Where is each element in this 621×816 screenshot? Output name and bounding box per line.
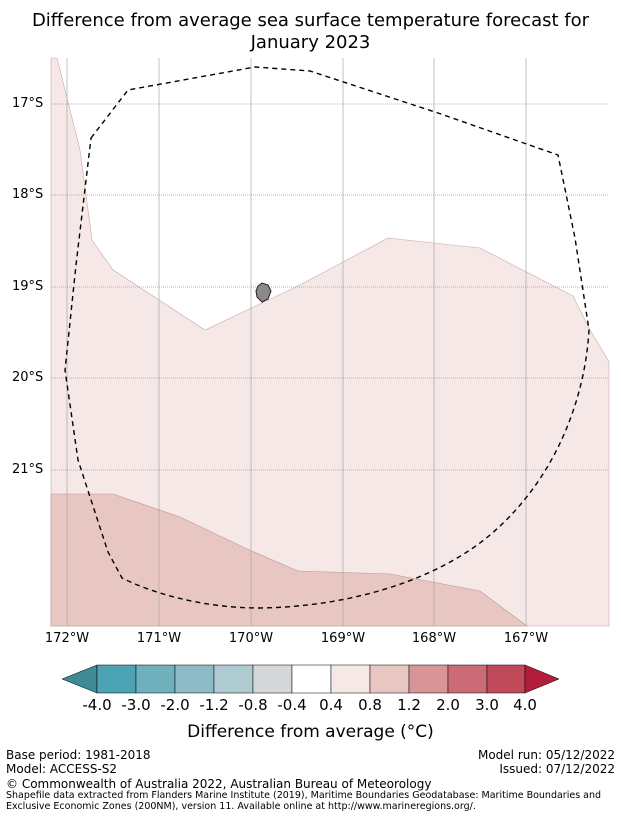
- lat-label: 17°S: [12, 96, 44, 111]
- lon-label: 172°W: [44, 631, 90, 646]
- shapefile-note-line-2: Exclusive Economic Zones (200NM), versio…: [6, 801, 476, 812]
- title-line-2: January 2023: [250, 32, 371, 53]
- map-title: Difference from average sea surface temp…: [0, 10, 621, 54]
- colorbar-tick-label: 3.0: [475, 696, 499, 714]
- lat-label: 21°S: [12, 462, 44, 477]
- colorbar-tick-label: 4.0: [513, 696, 537, 714]
- issued-date: Issued: 07/12/2022: [499, 762, 615, 776]
- colorbar-title: Difference from average (°C): [187, 722, 434, 742]
- colorbar-tick-label: 1.2: [397, 696, 421, 714]
- lon-label: 168°W: [411, 631, 457, 646]
- colorbar-tick-label: -4.0: [82, 696, 112, 714]
- island-shape: [255, 282, 272, 303]
- colorbar-tick-label: -0.8: [238, 696, 268, 714]
- colorbar-tick-label: -0.4: [277, 696, 307, 714]
- colorbar: [61, 664, 560, 694]
- colorbar-tick-label: 0.4: [319, 696, 343, 714]
- lon-label: 167°W: [503, 631, 549, 646]
- longitude-gridlines: [66, 58, 527, 626]
- anomaly-region-0.8-1.2: [50, 493, 528, 627]
- colorbar-tick-label: -1.2: [199, 696, 229, 714]
- lat-label: 18°S: [12, 187, 44, 202]
- lat-label: 20°S: [12, 370, 44, 385]
- shapefile-note: Shapefile data extracted from Flanders M…: [6, 790, 606, 812]
- colorbar-high-arrow: [524, 664, 560, 694]
- model-run: Model run: 05/12/2022: [477, 748, 615, 762]
- base-period: Base period: 1981-2018: [6, 748, 151, 762]
- latitude-gridlines: [51, 103, 609, 471]
- lat-label: 19°S: [12, 279, 44, 294]
- eez-boundary: [64, 66, 590, 609]
- colorbar-tick-label: -3.0: [121, 696, 151, 714]
- copyright: © Commonwealth of Australia 2022, Austra…: [6, 777, 432, 791]
- anomaly-region-0.4-0.8: [50, 57, 610, 627]
- lon-label: 169°W: [320, 631, 366, 646]
- lon-label: 170°W: [228, 631, 274, 646]
- shapefile-note-line-1: Shapefile data extracted from Flanders M…: [6, 790, 602, 801]
- colorbar-tick-label: -2.0: [160, 696, 190, 714]
- colorbar-tick-label: 0.8: [358, 696, 382, 714]
- lon-label: 171°W: [136, 631, 182, 646]
- title-line-1: Difference from average sea surface temp…: [31, 10, 590, 31]
- colorbar-tick-label: 2.0: [436, 696, 460, 714]
- model-name: Model: ACCESS-S2: [6, 762, 118, 776]
- colorbar-low-arrow: [61, 664, 98, 694]
